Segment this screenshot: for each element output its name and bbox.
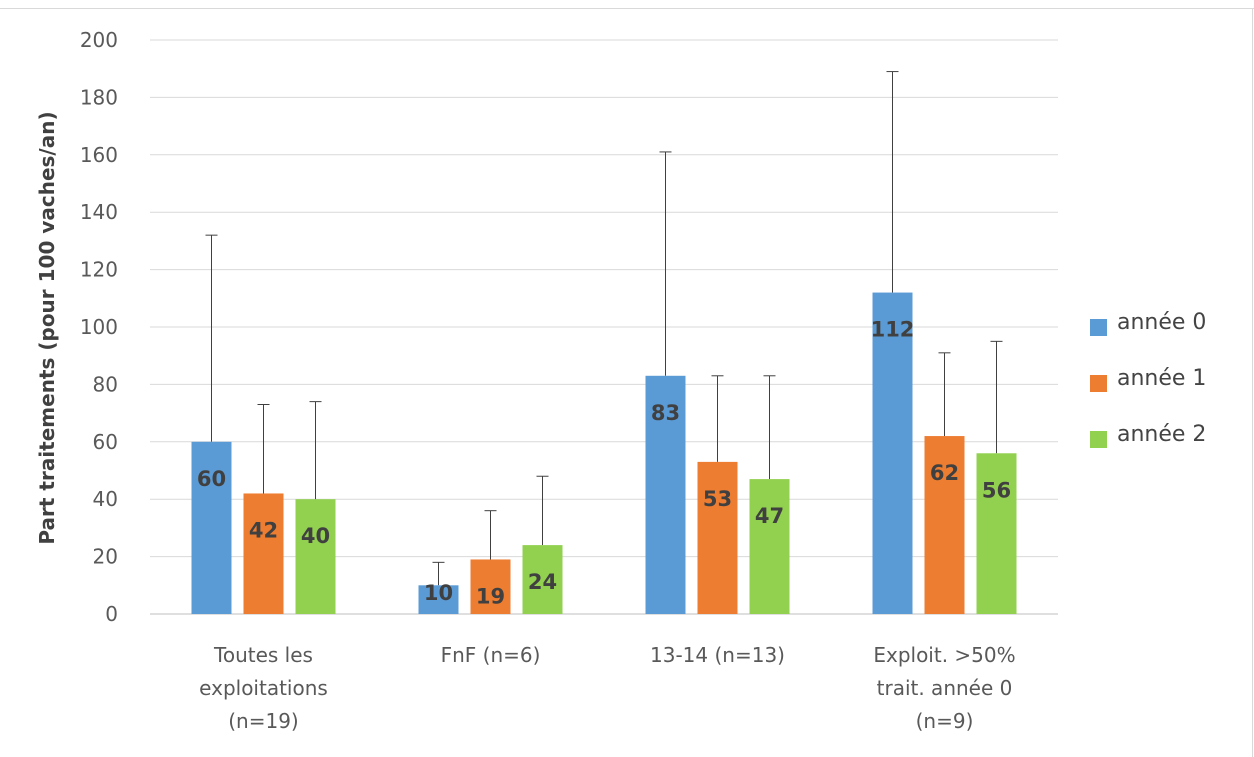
data-label: 56 bbox=[982, 478, 1011, 502]
legend-swatch-annee-2 bbox=[1090, 431, 1107, 448]
data-label: 40 bbox=[301, 524, 330, 548]
y-tick-label: 200 bbox=[80, 28, 118, 52]
bars bbox=[191, 292, 1017, 614]
x-tick-label-line: 13-14 (n=13) bbox=[650, 643, 785, 667]
x-tick-label: Exploit. >50% trait. année 0 (n=9) bbox=[873, 643, 1015, 733]
bar bbox=[295, 499, 336, 614]
data-label: 53 bbox=[703, 487, 732, 511]
x-axis-ticks: Toutes les exploitations (n=19) FnF (n=6) 13… bbox=[199, 643, 1015, 733]
x-tick-label: 13-14 (n=13) bbox=[650, 643, 785, 667]
x-tick-label: Toutes les exploitations (n=19) bbox=[199, 643, 328, 733]
data-label: 19 bbox=[476, 584, 505, 608]
y-tick-label: 0 bbox=[105, 602, 118, 626]
x-tick-label-line: Exploit. >50% bbox=[873, 643, 1015, 667]
data-label: 62 bbox=[930, 461, 959, 485]
gridlines bbox=[150, 39, 1058, 615]
data-label: 83 bbox=[651, 401, 680, 425]
chart-frame-right bbox=[1252, 8, 1253, 757]
bar bbox=[243, 493, 284, 614]
y-axis-label: Part traitements (pour 100 vaches/an) bbox=[35, 111, 59, 544]
x-tick-label-line: Toutes les bbox=[213, 643, 313, 667]
chart-frame-top bbox=[0, 8, 1254, 9]
x-tick-label-line: (n=19) bbox=[228, 709, 299, 733]
data-label: 42 bbox=[249, 518, 278, 542]
y-tick-label: 160 bbox=[80, 143, 118, 167]
y-tick-label: 140 bbox=[80, 200, 118, 224]
y-tick-label: 100 bbox=[80, 315, 118, 339]
data-label: 24 bbox=[528, 570, 557, 594]
error-bars bbox=[205, 71, 1003, 586]
y-tick-label: 80 bbox=[93, 372, 118, 396]
bar bbox=[749, 479, 790, 614]
legend-swatch-annee-1 bbox=[1090, 375, 1107, 392]
bar bbox=[976, 453, 1017, 614]
bar bbox=[872, 292, 913, 614]
data-label: 47 bbox=[755, 504, 784, 528]
y-axis-ticks: 0 20 40 60 80 100 120 140 160 180 200 bbox=[80, 28, 118, 626]
y-tick-label: 120 bbox=[80, 258, 118, 282]
legend-label: année 1 bbox=[1117, 366, 1207, 391]
bar bbox=[418, 585, 459, 614]
x-tick-label-line: FnF (n=6) bbox=[441, 643, 541, 667]
legend-label: année 0 bbox=[1117, 310, 1207, 335]
legend-swatch-annee-0 bbox=[1090, 319, 1107, 336]
data-label: 60 bbox=[197, 467, 226, 491]
data-labels: 60 42 40 10 19 24 83 53 47 112 62 56 bbox=[197, 318, 1011, 609]
bar bbox=[924, 436, 965, 614]
y-tick-label: 40 bbox=[93, 487, 118, 511]
x-tick-label: FnF (n=6) bbox=[441, 643, 541, 667]
x-tick-label-line: (n=9) bbox=[916, 709, 974, 733]
x-tick-label-line: exploitations bbox=[199, 676, 328, 700]
y-tick-label: 60 bbox=[93, 430, 118, 454]
bar bbox=[645, 375, 686, 614]
data-label: 112 bbox=[871, 318, 915, 342]
bar bbox=[470, 559, 511, 614]
bar bbox=[191, 441, 232, 614]
legend-label: année 2 bbox=[1117, 422, 1207, 447]
x-tick-label-line: trait. année 0 bbox=[877, 676, 1013, 700]
y-tick-label: 20 bbox=[93, 545, 118, 569]
bar bbox=[522, 545, 563, 614]
bar bbox=[697, 461, 738, 614]
data-label: 10 bbox=[424, 581, 453, 605]
y-tick-label: 180 bbox=[80, 85, 118, 109]
